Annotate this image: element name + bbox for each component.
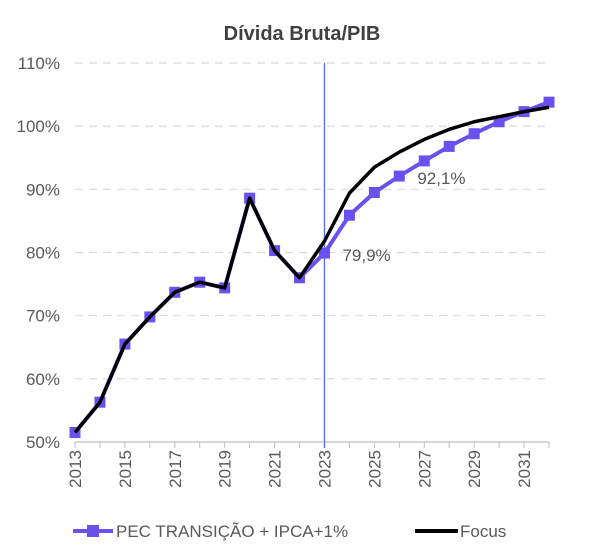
y-tick-label: 80% xyxy=(26,244,60,263)
series-line-pec-transicao xyxy=(73,100,550,434)
y-tick-label: 70% xyxy=(26,307,60,326)
data-point-pec-transicao xyxy=(318,247,330,259)
legend-label-focus: Focus xyxy=(460,522,506,541)
data-point-pec-transicao xyxy=(468,128,480,140)
legend-label-pec: PEC TRANSIÇÃO + IPCA+1% xyxy=(116,522,348,541)
gridlines xyxy=(75,62,549,380)
x-tick-label: 2029 xyxy=(465,450,484,488)
data-point-pec-transicao xyxy=(368,186,380,198)
x-tick-label: 2015 xyxy=(116,450,135,488)
data-point-pec-transicao xyxy=(393,170,405,182)
data-point-pec-transicao xyxy=(443,140,455,152)
data-label: 92,1% xyxy=(417,169,465,188)
data-point-pec-transicao xyxy=(343,209,355,221)
legend: PEC TRANSIÇÃO + IPCA+1% Focus xyxy=(73,522,506,541)
data-point-pec-transicao xyxy=(543,96,555,108)
x-tick-label: 2027 xyxy=(415,450,434,488)
x-tick-label: 2025 xyxy=(365,450,384,488)
x-axis: 2013 2015 2017 2019 2021 2023 2025 2027 2029 2031 xyxy=(66,441,550,488)
x-tick-label: 2031 xyxy=(515,450,534,488)
data-label: 79,9% xyxy=(342,246,390,265)
data-point-pec-transicao xyxy=(418,155,430,167)
data-point-pec-transicao xyxy=(493,116,505,128)
x-tick-label: 2021 xyxy=(266,450,285,488)
series-line-focus xyxy=(73,105,550,434)
y-tick-label: 50% xyxy=(26,433,60,452)
x-tick-label: 2013 xyxy=(66,450,85,488)
x-tick-label: 2023 xyxy=(315,450,334,488)
annotations: 79,9% 92,1% xyxy=(342,169,465,265)
x-tick-label: 2019 xyxy=(216,450,235,488)
y-tick-label: 110% xyxy=(18,54,60,73)
series-layer xyxy=(69,96,555,439)
chart-title: Dívida Bruta/PIB xyxy=(224,23,381,45)
legend-marker-pec xyxy=(87,525,99,537)
y-tick-label: 100% xyxy=(17,117,60,136)
x-tick-label: 2017 xyxy=(166,450,185,488)
y-axis-tick-labels: 50% 60% 70% 80% 90% 100% 110% xyxy=(17,54,60,452)
y-tick-label: 90% xyxy=(26,180,60,199)
y-tick-label: 60% xyxy=(26,370,60,389)
